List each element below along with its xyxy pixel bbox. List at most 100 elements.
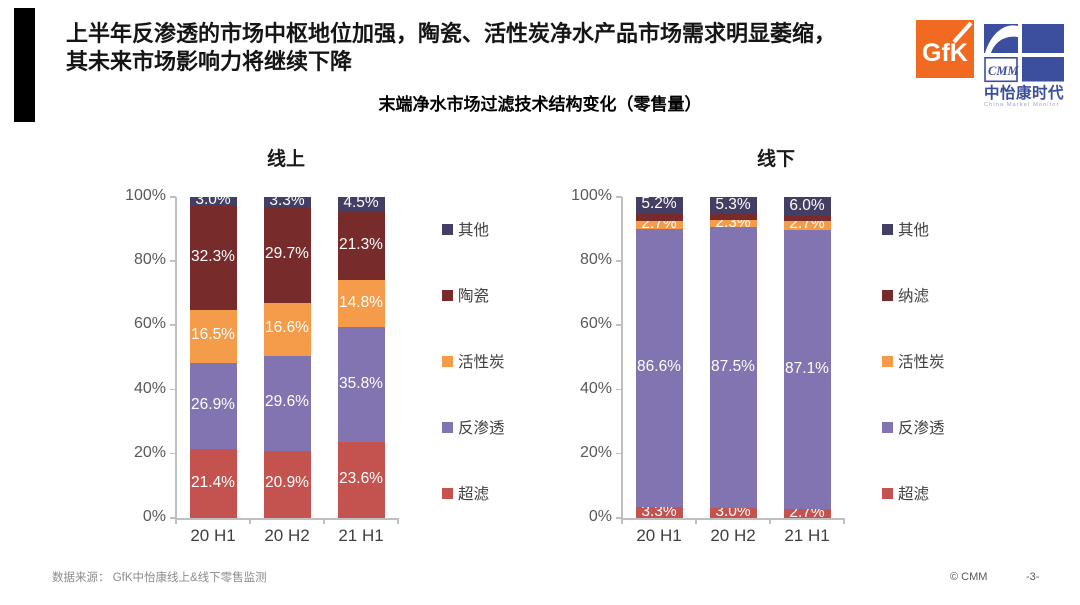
legend-swatch-icon (442, 487, 453, 499)
legend-label: 陶瓷 (458, 288, 490, 305)
x-axis-line (622, 518, 844, 520)
copyright-label: © CMM (950, 571, 988, 583)
bar-segment-其他 (783, 197, 831, 217)
legend-label: 活性炭 (458, 354, 505, 371)
bar-segment-反渗透 (337, 327, 385, 443)
chart-offline-title: 线下 (756, 149, 796, 170)
legend-item-反渗透: 反渗透 (442, 416, 505, 438)
data-label-反渗透: 35.8% (339, 374, 383, 392)
x-axis-tick-mark (397, 518, 399, 524)
chart-offline: 线下 0% 20% 40% 60% 80% 100% 3.3% 86.6% 2.7% 5.2% 20… (536, 140, 1006, 570)
y-axis-tick-label: 0% (142, 508, 166, 525)
y-axis-tick-mark (616, 388, 622, 391)
bar-segment-陶瓷 (189, 206, 237, 310)
data-label-陶瓷: 32.3% (191, 248, 235, 266)
data-label-反渗透: 87.5% (711, 357, 755, 375)
x-axis-category-label: 20 H1 (636, 526, 682, 545)
bar-segment-其他 (189, 196, 237, 207)
legend-swatch-icon (882, 289, 893, 301)
bar-segment-活性炭 (709, 220, 757, 228)
legend-label: 纳滤 (898, 288, 930, 305)
page-title-line2: 其未来市场影响力将继续下降 (66, 49, 353, 74)
data-label-反渗透: 26.9% (191, 396, 235, 414)
legend-swatch-icon (882, 223, 893, 235)
bar-segment-陶瓷 (337, 211, 385, 280)
bar-segment-纳滤 (709, 214, 757, 221)
bar-segment-活性炭 (337, 279, 385, 328)
legend-label: 反渗透 (898, 420, 945, 437)
title-accent-bar (14, 8, 35, 122)
y-axis-line (175, 197, 177, 519)
x-axis-tick-mark (769, 518, 771, 524)
legend-label: 活性炭 (898, 354, 945, 371)
legend-item-陶瓷: 陶瓷 (442, 284, 489, 306)
legend-item-其他: 其他 (442, 218, 489, 240)
x-axis-tick-mark (249, 518, 251, 524)
legend-swatch-icon (882, 421, 893, 433)
gfk-logo-text: GfK (922, 39, 968, 67)
bar-segment-活性炭 (635, 220, 683, 230)
bar-segment-活性炭 (189, 309, 237, 363)
bar-segment-其他 (263, 196, 311, 208)
cmm-acronym-text: CMM (988, 64, 1019, 78)
bar-segment-纳滤 (783, 216, 831, 222)
y-axis-tick-mark (170, 260, 176, 262)
bar-segment-超滤 (189, 449, 237, 518)
y-axis-tick-mark (170, 517, 176, 519)
y-axis-line (621, 197, 623, 519)
legend-item-其他: 其他 (882, 218, 929, 240)
x-axis-tick-mark (695, 518, 697, 524)
y-axis-tick-label: 100% (125, 187, 166, 204)
cmm-logo: CMM 中怡康时代 China Market Monitor (984, 24, 1066, 113)
legend-swatch-icon (442, 223, 453, 235)
data-label-反渗透: 87.1% (785, 359, 829, 377)
bar-segment-纳滤 (635, 213, 683, 221)
bar-segment-超滤 (337, 442, 385, 518)
data-label-其他: 3.0% (195, 191, 231, 209)
y-axis-tick-label: 20% (133, 443, 166, 461)
data-label-其他: 5.2% (641, 195, 677, 213)
x-axis-line (176, 518, 398, 520)
legend-item-超滤: 超滤 (442, 482, 489, 504)
bar-segment-反渗透 (189, 362, 237, 450)
y-axis-tick-label: 80% (579, 251, 612, 269)
bar-segment-超滤 (635, 507, 683, 518)
legend-item-反渗透: 反渗透 (882, 416, 945, 438)
y-axis-tick-label: 40% (579, 379, 612, 397)
x-axis-tick-mark (621, 518, 623, 524)
chart-group-title: 末端净水市场过滤技术结构变化（零售量） (378, 95, 702, 114)
x-axis-tick-mark (175, 518, 177, 524)
data-label-其他: 6.0% (789, 196, 825, 214)
x-axis-category-label: 20 H1 (190, 526, 236, 545)
y-axis-tick-mark (170, 196, 176, 198)
chart-online: 线上 0% 20% 40% 60% 80% 100% 21.4% 26.9% 16.5% 32.3… (90, 140, 560, 570)
data-label-活性炭: 16.5% (191, 326, 235, 344)
legend-item-纳滤: 纳滤 (882, 284, 929, 306)
cmm-caption-text: China Market Monitor (984, 102, 1059, 108)
legend-item-活性炭: 活性炭 (442, 350, 505, 372)
y-axis-tick-mark (616, 517, 622, 519)
legend-label: 反渗透 (458, 420, 505, 437)
y-axis-tick-mark (170, 324, 176, 326)
data-label-超滤: 20.9% (265, 474, 309, 492)
page-title-line1: 上半年反渗透的市场中枢地位加强，陶瓷、活性炭净水产品市场需求明显萎缩， (66, 21, 837, 46)
page-title: 上半年反渗透的市场中枢地位加强，陶瓷、活性炭净水产品市场需求明显萎缩， 其未来市… (66, 20, 896, 76)
y-axis-tick-label: 20% (579, 443, 612, 461)
data-label-活性炭: 16.6% (265, 319, 309, 337)
data-label-反渗透: 86.6% (637, 358, 681, 376)
x-axis-category-label: 21 H1 (784, 526, 830, 545)
bar-segment-活性炭 (263, 302, 311, 356)
page-number: -3- (1026, 571, 1040, 583)
legend-swatch-icon (442, 289, 453, 301)
y-axis-tick-mark (616, 324, 622, 326)
cmm-name-text: 中怡康时代 (984, 83, 1064, 102)
y-axis-tick-mark (616, 196, 622, 198)
legend-swatch-icon (882, 487, 893, 499)
data-label-超滤: 21.4% (191, 473, 235, 491)
legend-item-活性炭: 活性炭 (882, 350, 945, 372)
data-label-反渗透: 29.6% (265, 393, 309, 411)
bar-segment-反渗透 (709, 227, 757, 509)
bar-segment-活性炭 (783, 221, 831, 230)
legend-swatch-icon (442, 421, 453, 433)
